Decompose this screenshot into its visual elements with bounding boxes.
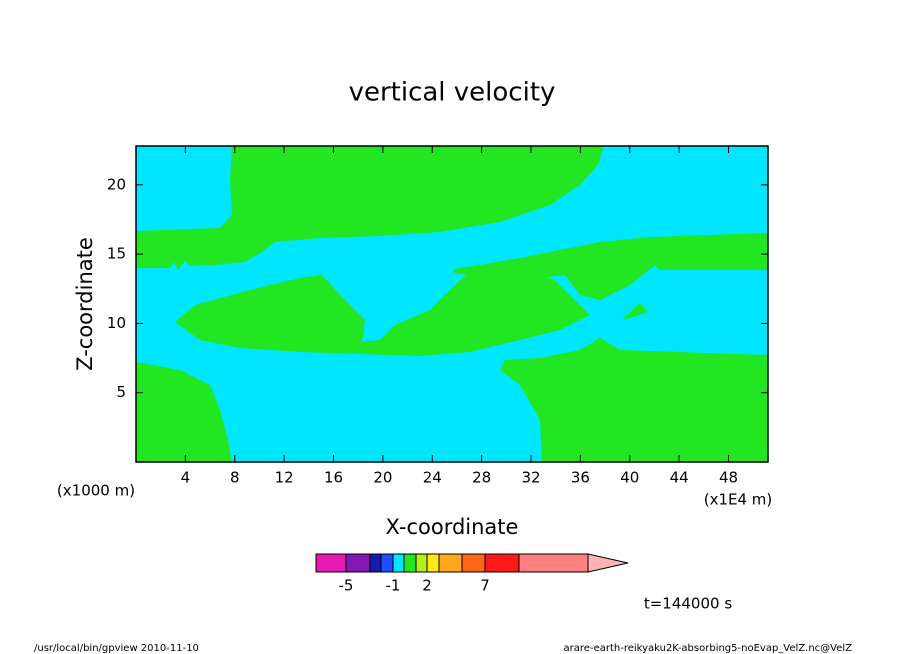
- contour-region: [622, 303, 648, 320]
- x-tick-label: 32: [521, 469, 540, 487]
- x-tick-label: 28: [472, 469, 491, 487]
- y-tick-label: 5: [116, 383, 126, 401]
- colorbar-triangle: [587, 553, 629, 573]
- x-tick-label: 36: [571, 469, 590, 487]
- colorbar-box: [438, 553, 463, 573]
- colorbar-box: [315, 553, 347, 573]
- y-axis-label: Z-coordinate: [73, 237, 97, 371]
- contour-region: [440, 233, 768, 300]
- colorbar-box: [403, 553, 417, 573]
- y-unit-label: (x1000 m): [57, 482, 135, 500]
- x-tick-label: 16: [324, 469, 343, 487]
- x-tick-label: 48: [719, 469, 738, 487]
- colorbar-box: [426, 553, 440, 573]
- colorbar-tick-label: 2: [422, 577, 432, 595]
- colorbar-tick-label: 7: [480, 577, 490, 595]
- x-tick-label: 44: [670, 469, 689, 487]
- contour-region: [175, 270, 590, 356]
- x-tick-label: 24: [423, 469, 442, 487]
- y-tick-label: 10: [107, 314, 126, 332]
- footer-right: arare-earth-reikyaku2K-absorbing5-noEvap…: [564, 643, 853, 654]
- time-label: t=144000 s: [644, 595, 732, 613]
- chart-title: vertical velocity: [349, 78, 556, 108]
- x-tick-label: 4: [181, 469, 191, 487]
- x-unit-label: (x1E4 m): [704, 491, 773, 509]
- contour-regions: [136, 146, 768, 462]
- y-tick-label: 15: [107, 245, 126, 263]
- y-tick-label: 20: [107, 175, 126, 193]
- colorbar-box: [369, 553, 382, 573]
- footer-left: /usr/local/bin/gpview 2010-11-10: [34, 643, 199, 654]
- plot-frame: [135, 145, 769, 463]
- colorbar-box: [415, 553, 428, 573]
- colorbar-box: [380, 553, 394, 573]
- x-tick-label: 12: [275, 469, 294, 487]
- colorbar-tick-label: -1: [386, 577, 401, 595]
- colorbar-tick-label: -5: [339, 577, 354, 595]
- colorbar-box: [518, 553, 589, 573]
- colorbar-box: [461, 553, 486, 573]
- colorbar-box: [484, 553, 520, 573]
- x-tick-label: 20: [373, 469, 392, 487]
- colorbar-box: [392, 553, 405, 573]
- contour-hole: [330, 268, 455, 318]
- x-axis-label: X-coordinate: [386, 515, 519, 539]
- x-tick-label: 40: [620, 469, 639, 487]
- contour-region: [500, 338, 768, 462]
- colorbar-box: [345, 553, 371, 573]
- contour-region: [136, 146, 604, 270]
- x-tick-label: 8: [230, 469, 240, 487]
- contour-region: [136, 362, 232, 462]
